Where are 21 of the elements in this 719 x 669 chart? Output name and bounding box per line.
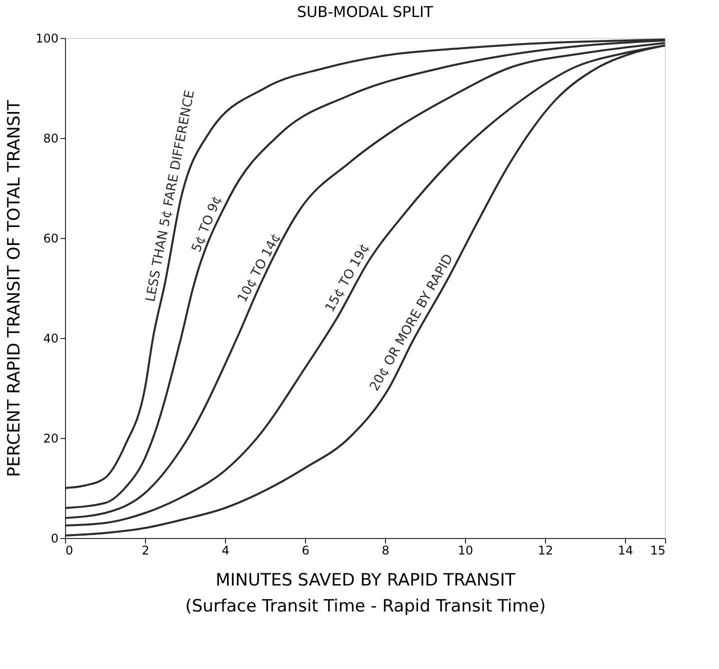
y-tick-label: 20 [43, 432, 58, 446]
x-tick-label: 8 [382, 544, 390, 558]
y-tick-label: 0 [50, 532, 58, 546]
x-tick-label: 2 [142, 544, 150, 558]
x-tick-label: 15 [650, 544, 666, 558]
y-tick-label: 60 [43, 232, 58, 246]
y-tick-label: 80 [43, 132, 58, 146]
x-axis-title: MINUTES SAVED BY RAPID TRANSIT (Surface Transit Time - Rapid Transit Time) [185, 570, 546, 616]
x-tick-label: 4 [222, 544, 230, 558]
annotation: 5¢ TO 9¢ [189, 194, 226, 255]
y-tick-label: 100 [36, 32, 58, 46]
x-tick-label: 6 [302, 544, 310, 558]
y-axis-title: PERCENT RAPID TRANSIT OF TOTAL TRANSIT [4, 99, 25, 477]
x-tick-label: 0 [66, 544, 74, 558]
chart-title: SUB-MODAL SPLIT [296, 3, 434, 21]
annotation: 10¢ TO 14¢ [235, 230, 284, 306]
x-tick-label: 14 [618, 544, 634, 558]
x-tick-label: 10 [458, 544, 474, 558]
y-tick-label: 40 [43, 332, 58, 346]
annotation: 15¢ TO 19¢ [322, 241, 373, 315]
x-tick-label: 12 [538, 544, 554, 558]
